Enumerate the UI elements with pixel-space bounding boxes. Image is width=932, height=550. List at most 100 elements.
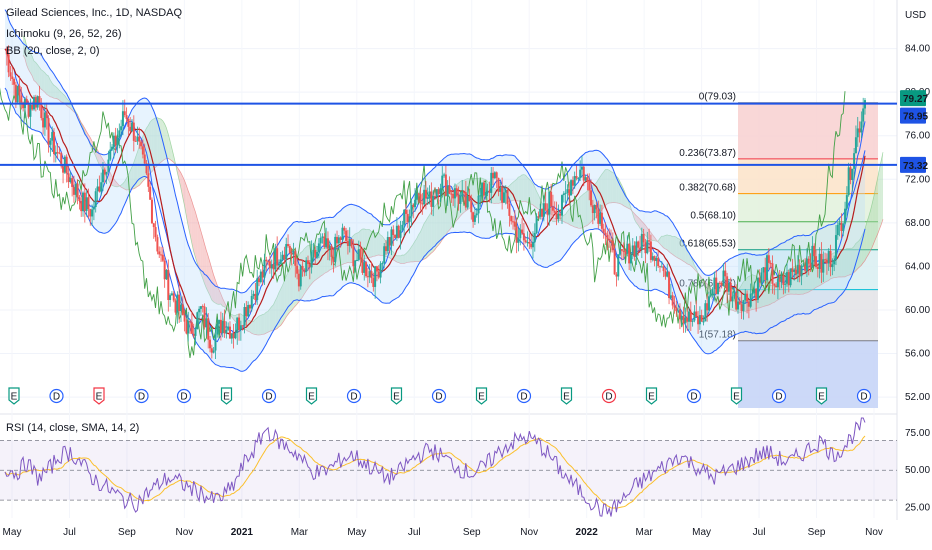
- cloud-segment: [193, 206, 196, 258]
- candle-body: [296, 265, 299, 274]
- candle-body: [435, 189, 438, 197]
- candle-body: [430, 191, 433, 207]
- rsi-legend[interactable]: RSI (14, close, SMA, 14, 2): [6, 422, 140, 434]
- bb-upper: [4, 9, 866, 294]
- ichimoku-legend[interactable]: Ichimoku (9, 26, 52, 26): [6, 28, 122, 40]
- cloud-segment: [429, 212, 432, 256]
- candle-body: [613, 250, 616, 275]
- cloud-segment: [402, 255, 405, 264]
- dividend-marker[interactable]: D: [601, 388, 617, 404]
- earnings-badge: [730, 387, 743, 405]
- candle-body: [561, 195, 564, 216]
- candle-body: [179, 304, 182, 312]
- candle-body: [232, 333, 235, 339]
- cloud-segment: [35, 62, 38, 85]
- dividend-marker[interactable]: D: [516, 388, 532, 404]
- earnings-badge: [390, 387, 403, 405]
- candle-body: [800, 265, 803, 277]
- dividend-marker[interactable]: D: [431, 388, 447, 404]
- candle-body: [472, 212, 475, 222]
- dividend-marker[interactable]: D: [49, 388, 64, 404]
- candle-body: [822, 259, 825, 273]
- earnings-marker[interactable]: E: [645, 387, 658, 405]
- earnings-marker[interactable]: E: [93, 387, 105, 405]
- dividend-marker[interactable]: D: [346, 388, 362, 404]
- cloud-segment: [197, 218, 199, 269]
- candle-body: [103, 169, 106, 175]
- fib-level-label: 1(57.18): [699, 330, 736, 341]
- cloud-segment: [289, 266, 292, 313]
- dividend-marker[interactable]: D: [856, 388, 872, 404]
- earnings-marker[interactable]: E: [815, 387, 828, 405]
- candle-body: [359, 249, 362, 259]
- earnings-marker[interactable]: E: [220, 387, 233, 405]
- event-letter: D: [520, 392, 527, 403]
- candle-body: [161, 254, 164, 261]
- cloud-segment: [217, 284, 219, 305]
- candle-body: [675, 307, 678, 312]
- candle-body: [116, 137, 119, 146]
- bb-legend[interactable]: BB (20, close, 2, 0): [6, 45, 100, 57]
- cloud-segment: [247, 320, 250, 332]
- candle-body: [539, 209, 542, 217]
- candle-body: [16, 85, 19, 103]
- rsi-pane[interactable]: 25.00 50.00 75.00: [0, 417, 930, 517]
- candle-body: [677, 310, 680, 312]
- dividend-marker[interactable]: D: [176, 388, 192, 404]
- cloud-segment: [262, 314, 265, 335]
- time-tick-label: May: [692, 527, 711, 538]
- candle-body: [657, 257, 660, 267]
- earnings-marker[interactable]: E: [560, 387, 573, 405]
- cloud-segment: [233, 315, 236, 322]
- candle-body: [811, 245, 814, 268]
- candle-body: [350, 239, 353, 247]
- candle-body: [334, 236, 337, 263]
- candle-body: [301, 265, 304, 270]
- cloud-segment: [683, 243, 686, 263]
- earnings-marker[interactable]: E: [475, 387, 488, 405]
- earnings-marker[interactable]: E: [8, 387, 20, 405]
- price-axis[interactable]: 52.0056.0060.0064.0068.0072.0076.0080.00…: [900, 44, 930, 404]
- candle-body: [394, 234, 397, 239]
- earnings-marker[interactable]: E: [305, 387, 318, 405]
- candle-body: [593, 204, 596, 214]
- cloud-segment: [180, 172, 183, 198]
- candle-body: [562, 193, 565, 196]
- dividend-marker[interactable]: D: [261, 388, 277, 404]
- candle-body: [715, 277, 718, 294]
- cloud-segment: [284, 276, 287, 321]
- cloud-segment: [325, 248, 328, 273]
- price-label-box: [900, 156, 926, 173]
- candle-body: [388, 237, 391, 246]
- time-tick-label: 2021: [231, 527, 254, 538]
- price-candles[interactable]: [5, 45, 866, 360]
- cloud-segment: [211, 268, 214, 302]
- dividend-marker[interactable]: D: [134, 388, 149, 404]
- event-letter: E: [563, 392, 570, 403]
- candle-body: [631, 245, 634, 255]
- time-axis[interactable]: May Jul Sep Nov 2021 Mar May Jul Sep Nov 2022 Mar Ma…: [3, 527, 883, 538]
- dividend-marker[interactable]: D: [771, 388, 787, 404]
- horizontal-price-lines[interactable]: [0, 102, 897, 166]
- candle-body: [600, 212, 603, 229]
- cloud-segment: [672, 236, 675, 256]
- cloud-segment: [815, 264, 818, 288]
- earnings-marker[interactable]: E: [390, 387, 403, 405]
- candle-body: [735, 292, 738, 310]
- candle-body: [268, 261, 271, 269]
- chart-title[interactable]: Gilead Sciences, Inc., 1D, NASDAQ: [6, 7, 183, 19]
- candle-body: [633, 245, 636, 257]
- candle-body: [250, 295, 253, 309]
- candle-body: [49, 140, 52, 145]
- cloud-segment: [320, 247, 323, 277]
- candle-body: [415, 193, 418, 200]
- candle-body: [248, 305, 251, 309]
- candle-body: [541, 209, 544, 217]
- earnings-marker[interactable]: E: [730, 387, 743, 405]
- cloud-segment: [423, 220, 426, 260]
- cloud-segment: [269, 306, 272, 332]
- dividend-marker[interactable]: D: [686, 388, 702, 404]
- candle-body: [154, 227, 157, 238]
